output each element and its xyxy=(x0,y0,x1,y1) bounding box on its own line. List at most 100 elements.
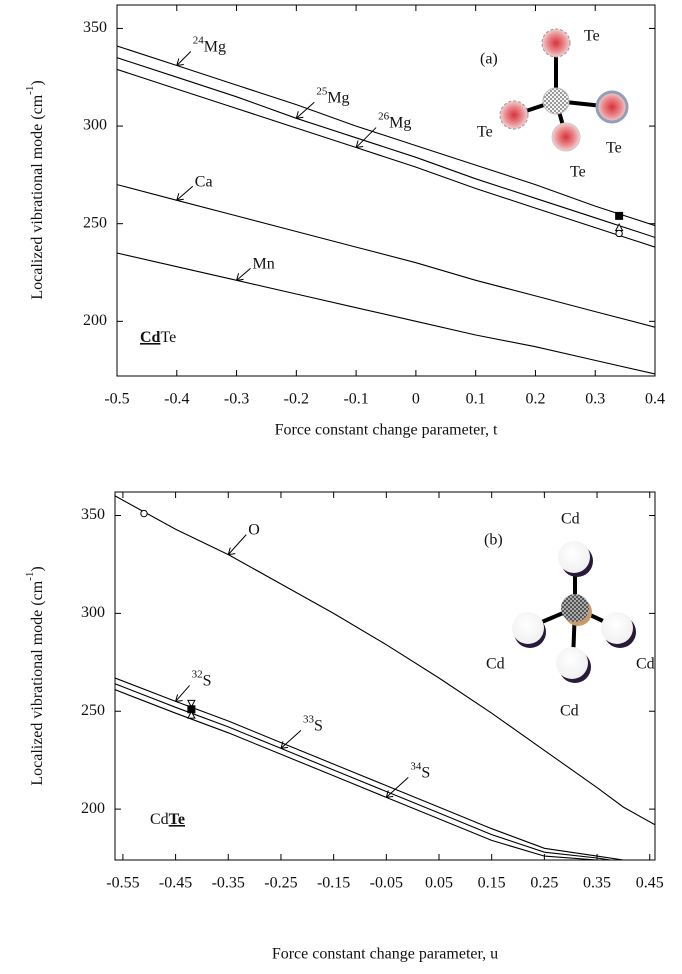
series-name: Mg xyxy=(389,114,411,131)
label-arrow xyxy=(280,730,302,749)
x-tick-label: -0.15 xyxy=(317,875,350,892)
y-axis-label-close: ) xyxy=(29,566,46,571)
x-tick-label: 0.35 xyxy=(583,875,611,892)
atom xyxy=(512,612,544,644)
plot-frame xyxy=(114,491,656,861)
material-part: Te xyxy=(169,811,185,828)
isotope-mass: 26 xyxy=(378,110,390,122)
data-point xyxy=(140,509,148,518)
material-part: Te xyxy=(160,329,176,346)
x-axis-label: Force constant change parameter, t xyxy=(275,422,498,439)
series-label: 24Mg xyxy=(193,34,226,55)
material-part: Cd xyxy=(140,329,161,346)
x-tick-label: -0.55 xyxy=(106,875,139,892)
x-tick-label: -0.5 xyxy=(104,391,129,408)
series-line xyxy=(117,68,655,248)
label-arrow xyxy=(176,185,194,201)
y-tick-label: 250 xyxy=(81,702,105,719)
label-arrow xyxy=(176,51,192,67)
series-name: S xyxy=(421,764,430,781)
series-label: Ca xyxy=(195,173,213,190)
series-label: 33S xyxy=(303,713,323,734)
label-arrow xyxy=(236,267,251,281)
series-line xyxy=(115,689,601,860)
inset-label: Cd xyxy=(486,656,505,673)
data-point xyxy=(187,710,196,719)
atom xyxy=(556,647,588,679)
atom xyxy=(558,541,590,573)
y-axis-label: Localized vibrational mode (cm-1) xyxy=(24,566,46,785)
atom xyxy=(601,612,633,644)
y-tick-label: 200 xyxy=(83,312,107,329)
chart-panel: 200 250 300 350 -0.55 -0.45 -0.35 -0.25 -0.15 -0.… xyxy=(24,491,664,963)
inset-a: (a) Te Te Te Te xyxy=(477,28,629,181)
series-label: O xyxy=(248,521,260,538)
material-part: Cd xyxy=(150,811,169,828)
material-label: CdTe xyxy=(150,811,185,828)
x-tick-label: -0.3 xyxy=(224,391,249,408)
x-tick-label: 0.2 xyxy=(525,391,545,408)
plot-frame xyxy=(116,4,656,377)
isotope-mass: 32 xyxy=(192,668,203,680)
series-name: S xyxy=(203,672,212,689)
series-name: O xyxy=(248,521,260,538)
x-tick-label: 0.25 xyxy=(530,875,558,892)
y-tick-label: 300 xyxy=(83,117,107,134)
isotope-mass: 34 xyxy=(410,760,422,772)
data-point xyxy=(187,699,196,708)
x-axis-label: Force constant change parameter, u xyxy=(272,946,498,963)
inset-label: Te xyxy=(570,164,586,181)
series-line xyxy=(117,45,655,227)
x-tick-label: -0.4 xyxy=(164,391,189,408)
x-tick-label: 0.15 xyxy=(478,875,506,892)
inset-label: Cd xyxy=(636,656,655,673)
panel-label: (a) xyxy=(480,51,498,68)
atom xyxy=(551,122,581,152)
y-axis-label-close: ) xyxy=(29,80,46,85)
isotope-mass: 25 xyxy=(316,85,328,97)
inset-b: (b) Cd Cd Cd Cd xyxy=(484,511,655,720)
y-axis-label-text: Localized vibrational mode (cm xyxy=(29,94,46,299)
series-name: Mg xyxy=(327,89,349,106)
inset-label: Te xyxy=(584,28,600,45)
isotope-mass: 33 xyxy=(303,713,315,725)
y-tick-label: 200 xyxy=(81,800,105,817)
series-line xyxy=(115,677,624,860)
series-name: Ca xyxy=(195,173,213,190)
label-arrow xyxy=(385,776,409,798)
atom xyxy=(595,90,629,124)
y-tick-label: 250 xyxy=(83,214,107,231)
chart-panel: 200 250 300 350 -0.5 -0.4 -0.3 -0.2 -0.1 0 0.1 0.2 0… xyxy=(24,4,665,439)
series-line xyxy=(117,252,655,375)
panel-label: (b) xyxy=(484,532,503,549)
series-line xyxy=(117,57,655,238)
y-tick-label: 300 xyxy=(81,604,105,621)
inset-label: Te xyxy=(606,140,622,157)
x-tick-label: 0 xyxy=(412,391,420,408)
series-label: 32S xyxy=(192,668,212,689)
x-tick-label: -0.35 xyxy=(212,875,245,892)
atom xyxy=(499,100,529,130)
label-arrow xyxy=(355,127,377,149)
y-tick-label: 350 xyxy=(81,506,105,523)
impurity-atom xyxy=(561,594,589,622)
data-point xyxy=(615,211,624,220)
x-tick-label: -0.2 xyxy=(284,391,309,408)
series-label: 26Mg xyxy=(378,110,411,131)
material-label: CdTe xyxy=(140,329,176,346)
label-arrow xyxy=(175,685,190,702)
x-tick-label: 0.45 xyxy=(636,875,664,892)
x-tick-label: 0.3 xyxy=(585,391,605,408)
y-axis-label-sup: -1 xyxy=(24,86,36,95)
x-tick-label: -0.45 xyxy=(159,875,192,892)
label-arrow xyxy=(295,101,315,119)
series-name: Mn xyxy=(253,255,275,272)
series-line xyxy=(115,683,614,860)
series-label: 34S xyxy=(410,760,430,781)
x-tick-label: 0.1 xyxy=(466,391,486,408)
series-line xyxy=(115,495,655,826)
series-name: Mg xyxy=(204,38,226,55)
inset-label: Cd xyxy=(561,511,580,528)
series-label: Mn xyxy=(253,255,275,272)
